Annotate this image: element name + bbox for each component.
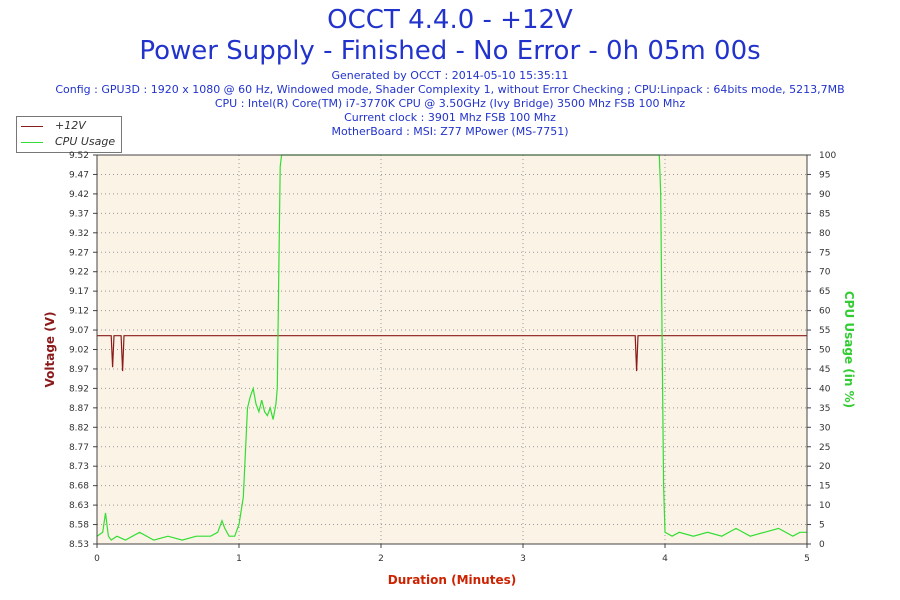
x-tick-label: 0: [94, 554, 100, 564]
legend-item-cpu: CPU Usage: [21, 135, 115, 149]
chart-legend: +12V CPU Usage: [16, 116, 122, 153]
y-left-tick-label: 9.12: [69, 307, 89, 317]
y-right-tick-label: 70: [819, 268, 831, 278]
y-right-tick-label: 40: [819, 384, 831, 394]
plot-frame: [96, 154, 808, 545]
y-left-tick-label: 8.92: [69, 384, 89, 394]
x-tick-label: 4: [662, 554, 668, 564]
legend-item-voltage: +12V: [21, 119, 86, 133]
y-left-tick-label: 9.37: [69, 209, 89, 219]
y-left-tick-label: 9.17: [69, 287, 89, 297]
y-right-tick-label: 10: [819, 501, 831, 511]
y-left-tick-label: 9.27: [69, 248, 89, 258]
y-left-tick-label: 8.58: [69, 521, 89, 531]
x-tick-label: 1: [236, 554, 242, 564]
y-right-tick-label: 15: [819, 482, 830, 492]
chart-title: OCCT 4.4.0 - +12V: [327, 5, 573, 35]
y-right-tick-label: 45: [819, 365, 830, 375]
y-left-tick-label: 8.53: [69, 540, 89, 550]
y-left-axis-label: Voltage (V): [43, 312, 57, 388]
y-right-tick-label: 100: [819, 151, 836, 161]
y-left-tick-label: 8.87: [69, 404, 89, 414]
y-right-tick-label: 0: [819, 540, 825, 550]
y-left-tick-label: 8.97: [69, 365, 89, 375]
x-tick-label: 2: [378, 554, 384, 564]
cpu-info: CPU : Intel(R) Core(TM) i7-3770K CPU @ 3…: [214, 97, 686, 110]
y-left-tick-label: 8.68: [69, 482, 89, 492]
y-right-tick-label: 75: [819, 248, 830, 258]
y-right-tick-label: 5: [819, 521, 825, 531]
y-right-tick-label: 50: [819, 346, 831, 356]
y-left-tick-label: 8.63: [69, 501, 89, 511]
x-tick-label: 3: [520, 554, 526, 564]
y-right-tick-label: 90: [819, 190, 831, 200]
y-left-tick-label: 8.73: [69, 462, 89, 472]
y-right-tick-label: 55: [819, 326, 830, 336]
legend-label-voltage: +12V: [55, 119, 86, 132]
x-tick-label: 5: [804, 554, 810, 564]
y-left-tick-label: 9.02: [69, 346, 89, 356]
chart-subtitle: Power Supply - Finished - No Error - 0h …: [139, 36, 761, 66]
y-left-tick-label: 9.52: [69, 151, 89, 161]
clock-info: Current clock : 3901 Mhz FSB 100 Mhz: [344, 111, 556, 124]
y-left-tick-label: 8.82: [69, 423, 89, 433]
plot-area: [97, 155, 807, 544]
y-right-tick-label: 35: [819, 404, 830, 414]
config-info: Config : GPU3D : 1920 x 1080 @ 60 Hz, Wi…: [55, 83, 845, 96]
generated-info: Generated by OCCT : 2014-05-10 15:35:11: [331, 69, 569, 82]
legend-label-cpu: CPU Usage: [55, 135, 116, 148]
y-left-tick-label: 9.42: [69, 190, 89, 200]
series-line-voltage: [97, 335, 807, 372]
series-line-cpu: [96, 154, 807, 541]
legend-swatch-cpu: [21, 141, 43, 143]
y-left-tick-label: 9.07: [69, 326, 89, 336]
y-right-tick-label: 85: [819, 209, 830, 219]
y-right-tick-label: 25: [819, 443, 830, 453]
y-left-tick-label: 8.77: [69, 443, 89, 453]
y-left-tick-label: 9.47: [69, 170, 89, 180]
y-left-tick-label: 9.22: [69, 268, 89, 278]
legend-swatch-voltage: [21, 125, 43, 127]
y-right-tick-label: 65: [819, 287, 830, 297]
y-right-tick-label: 95: [819, 170, 830, 180]
y-right-tick-label: 20: [819, 462, 831, 472]
x-axis-label: Duration (Minutes): [388, 573, 516, 587]
y-right-axis-label: CPU Usage (in %): [842, 291, 856, 408]
y-right-tick-label: 30: [819, 423, 831, 433]
motherboard-info: MotherBoard : MSI: Z77 MPower (MS-7751): [331, 125, 569, 138]
y-left-tick-label: 9.32: [69, 229, 89, 239]
y-right-tick-label: 80: [819, 229, 831, 239]
y-right-tick-label: 60: [819, 307, 831, 317]
